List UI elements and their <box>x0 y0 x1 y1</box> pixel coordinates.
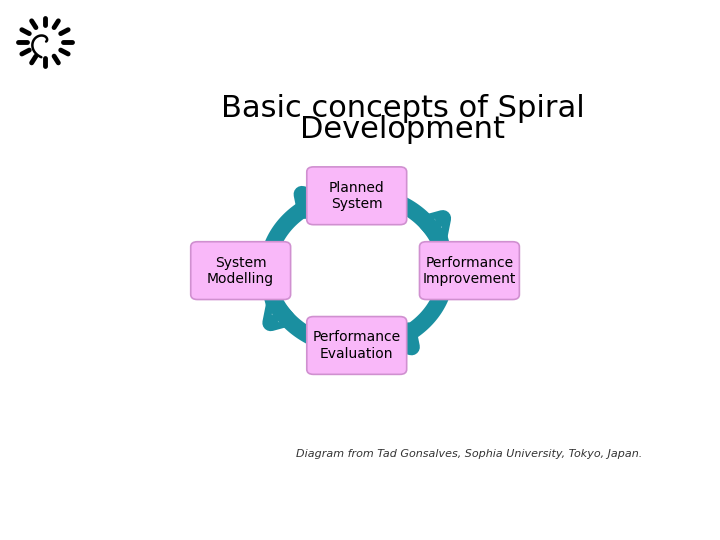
FancyBboxPatch shape <box>307 167 407 225</box>
Text: Planned
System: Planned System <box>329 181 384 211</box>
Text: Performance
Evaluation: Performance Evaluation <box>312 330 401 361</box>
Text: Development: Development <box>300 114 505 144</box>
Text: Diagram from Tad Gonsalves, Sophia University, Tokyo, Japan.: Diagram from Tad Gonsalves, Sophia Unive… <box>297 449 642 458</box>
FancyBboxPatch shape <box>420 242 519 300</box>
FancyBboxPatch shape <box>191 242 291 300</box>
FancyBboxPatch shape <box>307 316 407 374</box>
Text: Basic concepts of Spiral: Basic concepts of Spiral <box>220 94 585 123</box>
Text: Performance
Improvement: Performance Improvement <box>423 255 516 286</box>
Text: System
Modelling: System Modelling <box>207 255 274 286</box>
